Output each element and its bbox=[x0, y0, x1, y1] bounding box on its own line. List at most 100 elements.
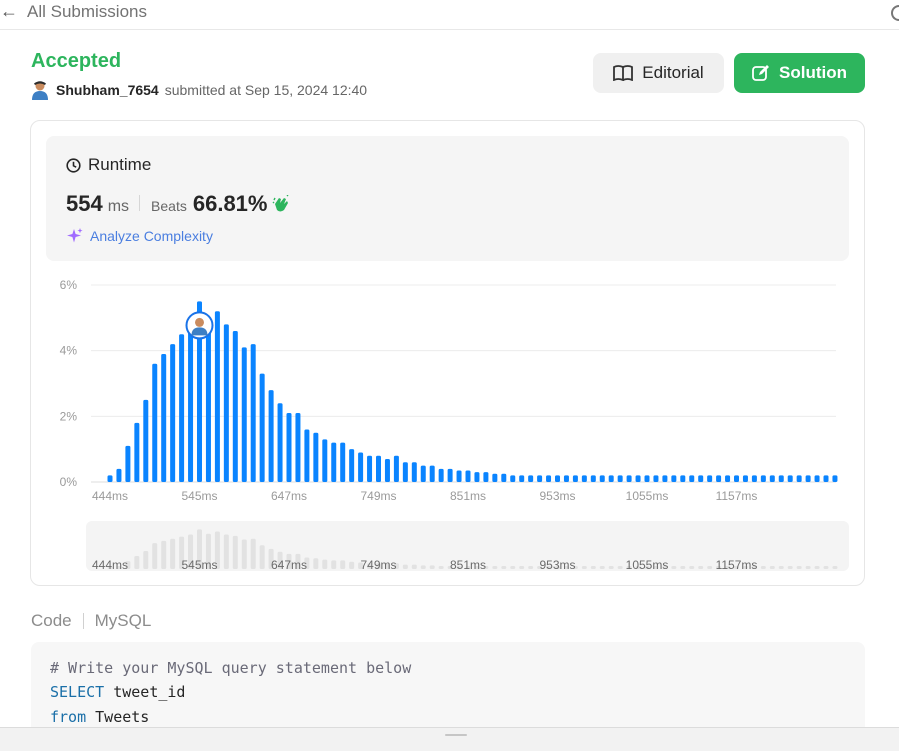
navigator-bar bbox=[662, 566, 668, 569]
editorial-button[interactable]: Editorial bbox=[593, 53, 724, 93]
navigator-bar bbox=[796, 566, 802, 569]
chart-bar bbox=[402, 462, 408, 482]
navigator-bar bbox=[143, 551, 149, 569]
chart-bar bbox=[420, 465, 426, 482]
chart-bar bbox=[232, 330, 238, 482]
x-tick-label: 851ms bbox=[450, 489, 486, 503]
chart-bar bbox=[653, 475, 659, 482]
code-text: tweet_id bbox=[104, 683, 186, 701]
navigator-bar bbox=[563, 566, 569, 569]
navigator-bar bbox=[268, 548, 274, 569]
navigator-bar bbox=[402, 564, 408, 569]
navigator-tick-label: 1157ms bbox=[716, 558, 758, 572]
language-label: MySQL bbox=[94, 611, 152, 630]
navigator-bar bbox=[778, 566, 784, 569]
submitted-at: submitted at Sep 15, 2024 12:40 bbox=[164, 82, 368, 98]
navigator-bar bbox=[474, 566, 480, 569]
navigator-bar bbox=[510, 566, 516, 569]
chart-bar bbox=[456, 470, 462, 482]
resize-bar[interactable] bbox=[0, 727, 899, 751]
chart-bar bbox=[376, 455, 381, 482]
analyze-complexity-link[interactable]: Analyze Complexity bbox=[66, 227, 213, 245]
navigator-bar bbox=[590, 566, 596, 569]
navigator-bar bbox=[340, 560, 346, 569]
code-block[interactable]: # Write your MySQL query statement below… bbox=[31, 642, 865, 742]
chart-bar bbox=[277, 403, 283, 482]
navigator-bar bbox=[644, 566, 650, 569]
chart-bar bbox=[152, 363, 158, 482]
x-tick-label: 647ms bbox=[271, 489, 307, 503]
chart-bar bbox=[671, 475, 677, 482]
chart-bar bbox=[707, 475, 713, 482]
drag-handle[interactable] bbox=[445, 734, 467, 736]
navigator-bar bbox=[787, 566, 793, 569]
navigator-bar bbox=[823, 566, 829, 569]
chart-bar bbox=[179, 334, 185, 482]
navigator-bar bbox=[170, 538, 176, 569]
navigator-bar bbox=[742, 566, 748, 569]
navigator-bar bbox=[716, 566, 722, 569]
chart-bar bbox=[555, 475, 560, 482]
chart-bar bbox=[411, 462, 417, 482]
navigator-bar bbox=[769, 566, 775, 569]
runtime-title: Runtime bbox=[88, 155, 152, 174]
chart-bar bbox=[644, 475, 650, 482]
divider bbox=[139, 195, 141, 211]
chart-bar bbox=[197, 301, 202, 482]
top-bar: ← All Submissions bbox=[0, 0, 899, 30]
x-tick-label: 1157ms bbox=[716, 489, 758, 503]
chart-bar bbox=[205, 321, 211, 482]
chart-bar bbox=[259, 373, 265, 482]
chart-bar bbox=[662, 475, 668, 482]
navigator-bar bbox=[134, 556, 140, 569]
code-tab[interactable]: Code bbox=[31, 611, 72, 630]
refresh-icon[interactable] bbox=[891, 5, 899, 21]
navigator-bar bbox=[805, 566, 811, 569]
solution-button[interactable]: Solution bbox=[734, 53, 865, 93]
chart-bar bbox=[340, 442, 346, 482]
navigator-bar bbox=[179, 536, 185, 569]
chart-bar bbox=[161, 353, 167, 482]
chart-bar bbox=[295, 413, 301, 482]
chart-bar bbox=[778, 475, 784, 482]
clapping-hands-icon bbox=[272, 195, 289, 212]
navigator-bar bbox=[367, 563, 373, 569]
navigator-bar bbox=[107, 566, 113, 569]
navigator-bar bbox=[241, 539, 247, 569]
back-arrow-icon[interactable]: ← bbox=[0, 1, 18, 21]
navigator-bar bbox=[161, 540, 167, 569]
chart-bar bbox=[429, 465, 435, 482]
navigator-bar bbox=[304, 557, 310, 569]
runtime-summary bbox=[46, 136, 849, 261]
chart-bar bbox=[537, 475, 543, 482]
navigator-bar bbox=[456, 566, 462, 569]
navigator-bar bbox=[393, 563, 399, 569]
chart-bar bbox=[384, 459, 390, 482]
book-icon bbox=[613, 65, 634, 81]
chart-bar bbox=[751, 475, 757, 482]
chart-bar bbox=[546, 475, 552, 482]
user-avatar-icon bbox=[32, 81, 48, 100]
chart-bar bbox=[438, 468, 444, 482]
navigator-bar bbox=[537, 566, 543, 569]
navigator-bar bbox=[501, 566, 507, 569]
chart-bar bbox=[734, 475, 739, 482]
navigator-bar bbox=[358, 562, 364, 569]
analyze-label: Analyze Complexity bbox=[90, 228, 213, 244]
chart-bar bbox=[796, 475, 802, 482]
submission-status: Accepted bbox=[31, 50, 122, 72]
code-line: from Tweets bbox=[50, 708, 149, 726]
navigator-bar bbox=[599, 566, 605, 569]
chart-bar bbox=[510, 475, 516, 482]
chart-bar bbox=[725, 475, 731, 482]
all-submissions-link[interactable]: All Submissions bbox=[27, 2, 147, 21]
navigator-tick-label: 749ms bbox=[360, 558, 396, 572]
navigator-bar bbox=[608, 566, 614, 569]
navigator-tick-label: 444ms bbox=[92, 558, 128, 572]
submission-meta: Shubham_7654 submitted at Sep 15, 2024 12… bbox=[56, 82, 367, 98]
x-tick-label: 444ms bbox=[92, 489, 128, 503]
username-link[interactable]: Shubham_7654 bbox=[56, 82, 159, 98]
divider bbox=[82, 613, 84, 629]
chart-bar bbox=[250, 344, 256, 482]
navigator-bar bbox=[546, 566, 552, 569]
